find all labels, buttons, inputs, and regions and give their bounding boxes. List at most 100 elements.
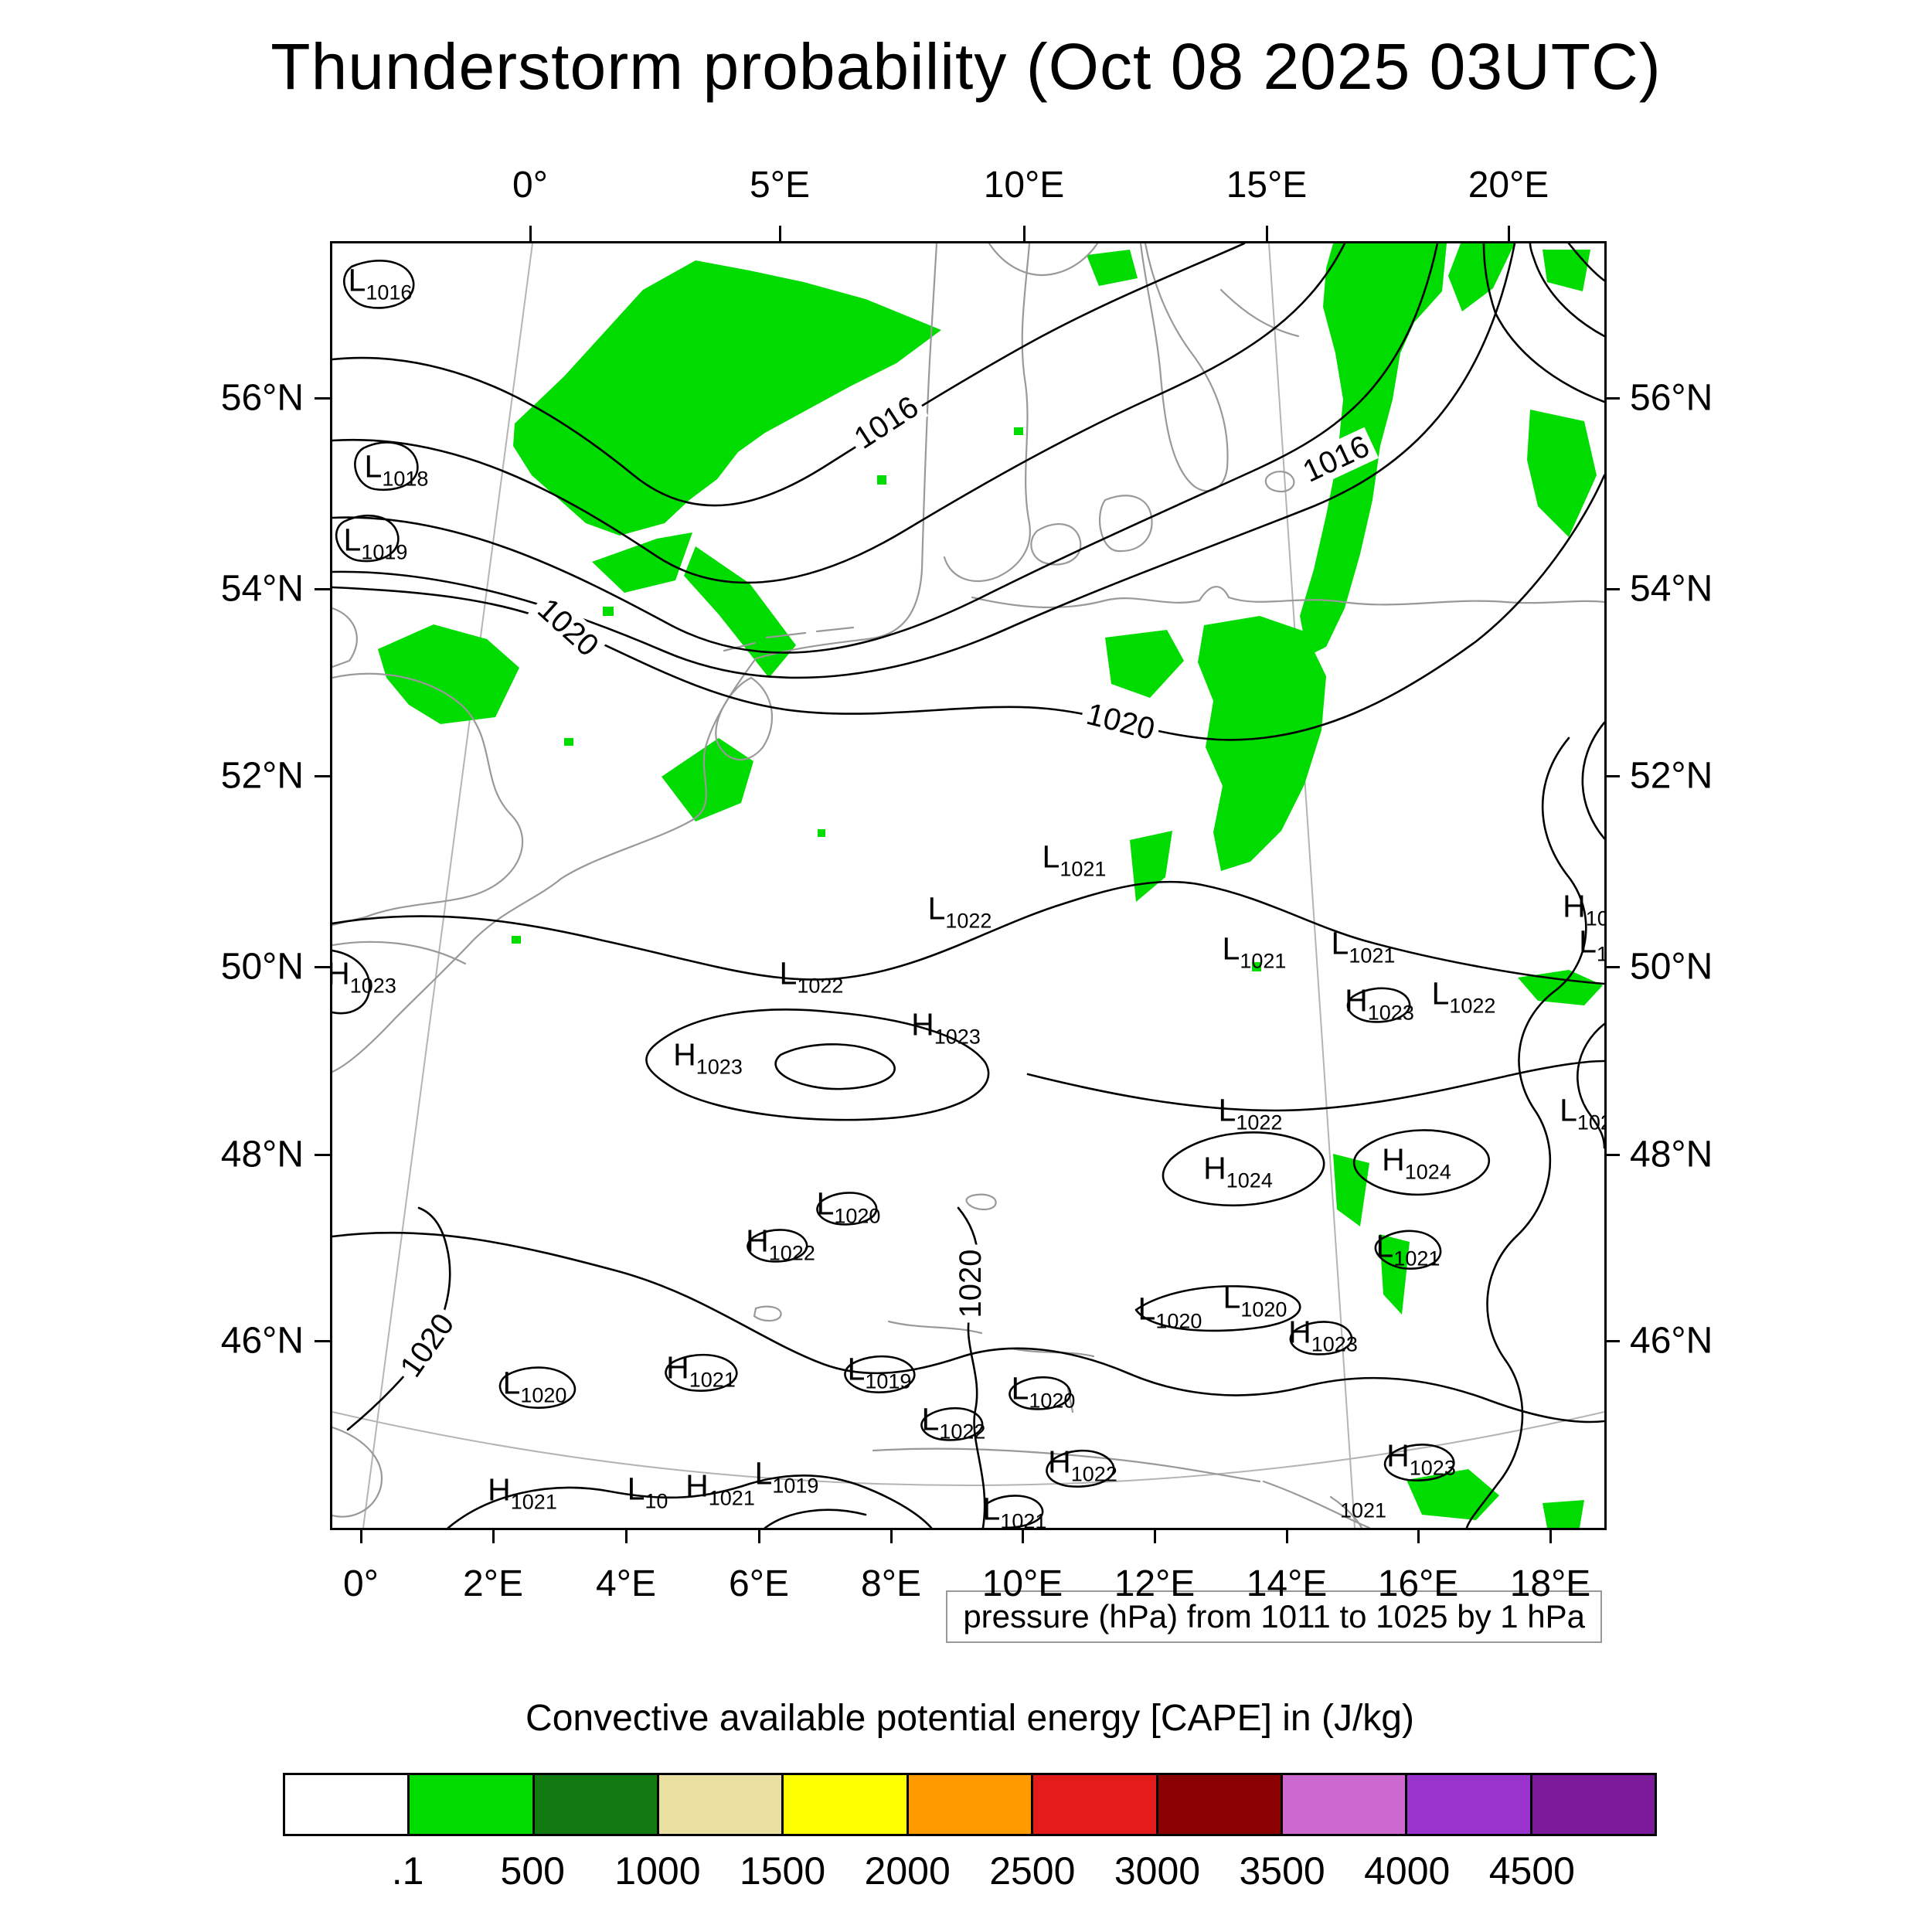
pressure-center-label: H1023 <box>1288 1314 1358 1356</box>
pressure-center-label: L1019 <box>847 1351 912 1393</box>
legend-tick-label: 2000 <box>864 1849 951 1893</box>
axis-tick-right <box>1604 588 1620 590</box>
axis-label-top: 0° <box>512 165 548 206</box>
axis-label-bottom: 18°E <box>1509 1563 1591 1604</box>
axis-tick-bottom <box>1549 1528 1552 1543</box>
pressure-center-label: H1023 <box>1345 982 1414 1025</box>
pressure-center-label: L1021 <box>1376 1228 1440 1270</box>
axis-tick-right <box>1604 775 1620 777</box>
page-title: Thunderstorm probability (Oct 08 2025 03… <box>270 30 1662 103</box>
pressure-center-label: L102 <box>1560 1092 1604 1134</box>
pressure-center-label: L1019 <box>754 1455 819 1498</box>
pressure-center-label: H1024 <box>1203 1150 1273 1192</box>
axis-tick-left <box>315 775 330 777</box>
axis-label-bottom: 6°E <box>729 1563 789 1604</box>
pressure-center-label: H1021 <box>488 1471 557 1514</box>
legend-color-cell <box>410 1775 535 1834</box>
axis-label-top: 20°E <box>1468 165 1549 206</box>
axis-label-left: 52°N <box>220 755 304 797</box>
axis-label-right: 48°N <box>1630 1134 1713 1175</box>
axis-tick-top <box>779 226 781 241</box>
axis-tick-left <box>315 1340 330 1342</box>
axis-tick-bottom <box>1022 1528 1024 1543</box>
axis-tick-bottom <box>1417 1528 1420 1543</box>
map-area: L1016L1018L1019H1023L1021L1022L1022L1021… <box>330 241 1607 1530</box>
axis-label-bottom: 16°E <box>1377 1563 1459 1604</box>
legend-color-cell <box>534 1775 660 1834</box>
legend-colorbar <box>283 1773 1657 1836</box>
map-graphics <box>332 243 1604 1528</box>
legend-color-cell <box>1407 1775 1532 1834</box>
legend-color-cell <box>285 1775 410 1834</box>
legend-color-cell <box>659 1775 784 1834</box>
axis-label-top: 5°E <box>750 165 810 206</box>
pressure-center-label: H1022 <box>746 1223 815 1265</box>
axis-tick-top <box>529 226 532 241</box>
axis-label-right: 50°N <box>1630 946 1713 988</box>
axis-tick-bottom <box>360 1528 362 1543</box>
legend-color-cell <box>1282 1775 1408 1834</box>
axis-tick-left <box>315 397 330 400</box>
axis-label-bottom: 14°E <box>1246 1563 1328 1604</box>
axis-label-left: 56°N <box>220 377 304 419</box>
legend-title: Convective available potential energy [C… <box>526 1698 1414 1739</box>
pressure-center-label: L1016 <box>348 262 413 304</box>
pressure-center-label: L1022 <box>1218 1092 1283 1134</box>
coastlines <box>332 243 1604 1528</box>
pressure-center-label: L1021 <box>1331 925 1396 968</box>
pressure-center-label: L1 <box>1579 923 1604 964</box>
pressure-center-label: L1022 <box>779 955 844 998</box>
pressure-center-label: L1021 <box>1042 838 1107 881</box>
axis-tick-right <box>1604 1340 1620 1342</box>
axis-tick-left <box>315 1154 330 1156</box>
axis-tick-bottom <box>1286 1528 1288 1543</box>
legend-tick-label: 2500 <box>989 1849 1076 1893</box>
axis-label-left: 46°N <box>220 1320 304 1362</box>
pressure-center-label: H1024 <box>1382 1141 1451 1184</box>
legend-tick-label: 4000 <box>1364 1849 1451 1893</box>
graticule-lines <box>332 243 1604 1528</box>
axis-tick-bottom <box>625 1528 628 1543</box>
axis-tick-bottom <box>492 1528 495 1543</box>
pressure-center-label: L1020 <box>816 1185 881 1228</box>
pressure-center-label: L1020 <box>1011 1370 1076 1413</box>
legend-color-cell <box>784 1775 909 1834</box>
pressure-range-note: pressure (hPa) from 1011 to 1025 by 1 hP… <box>946 1590 1602 1643</box>
pressure-center-label: L1020 <box>502 1365 567 1407</box>
axis-tick-right <box>1604 397 1620 400</box>
cape-shading <box>378 243 1603 1528</box>
legend-color-cell <box>908 1775 1034 1834</box>
axis-label-right: 54°N <box>1630 568 1713 610</box>
legend-tick-label: 1000 <box>614 1849 701 1893</box>
axis-tick-right <box>1604 1154 1620 1156</box>
axis-tick-top <box>1266 226 1268 241</box>
axis-label-left: 48°N <box>220 1134 304 1175</box>
axis-tick-left <box>315 966 330 968</box>
pressure-center-label: H1021 <box>685 1468 755 1510</box>
axis-label-bottom: 8°E <box>861 1563 921 1604</box>
axis-label-top: 15°E <box>1226 165 1308 206</box>
axis-tick-left <box>315 588 330 590</box>
contour-label: 1020 <box>954 1244 988 1323</box>
axis-label-bottom: 10°E <box>981 1563 1063 1604</box>
pressure-center-label: H1021 <box>666 1349 736 1392</box>
axis-tick-bottom <box>758 1528 760 1543</box>
pressure-center-label: H1023 <box>673 1036 743 1079</box>
pressure-center-label: L1021 <box>1222 930 1287 973</box>
pressure-center-label: H1023 <box>1386 1437 1456 1480</box>
legend-color-cell <box>1532 1775 1655 1834</box>
pressure-center-label: L1021 <box>982 1491 1047 1530</box>
axis-tick-right <box>1604 966 1620 968</box>
legend-tick-label: 1500 <box>739 1849 826 1893</box>
pressure-center-label: L1019 <box>343 522 408 564</box>
legend-tick-label: 4500 <box>1488 1849 1575 1893</box>
axis-label-bottom: 2°E <box>463 1563 523 1604</box>
pressure-center-label: H1023 <box>332 957 396 998</box>
axis-label-top: 10°E <box>983 165 1065 206</box>
legend-tick-label: 3500 <box>1239 1849 1325 1893</box>
axis-label-bottom: 0° <box>343 1563 379 1604</box>
pressure-center-label: L1018 <box>364 448 429 491</box>
legend-tick-label: 3000 <box>1114 1849 1201 1893</box>
axis-tick-bottom <box>890 1528 893 1543</box>
